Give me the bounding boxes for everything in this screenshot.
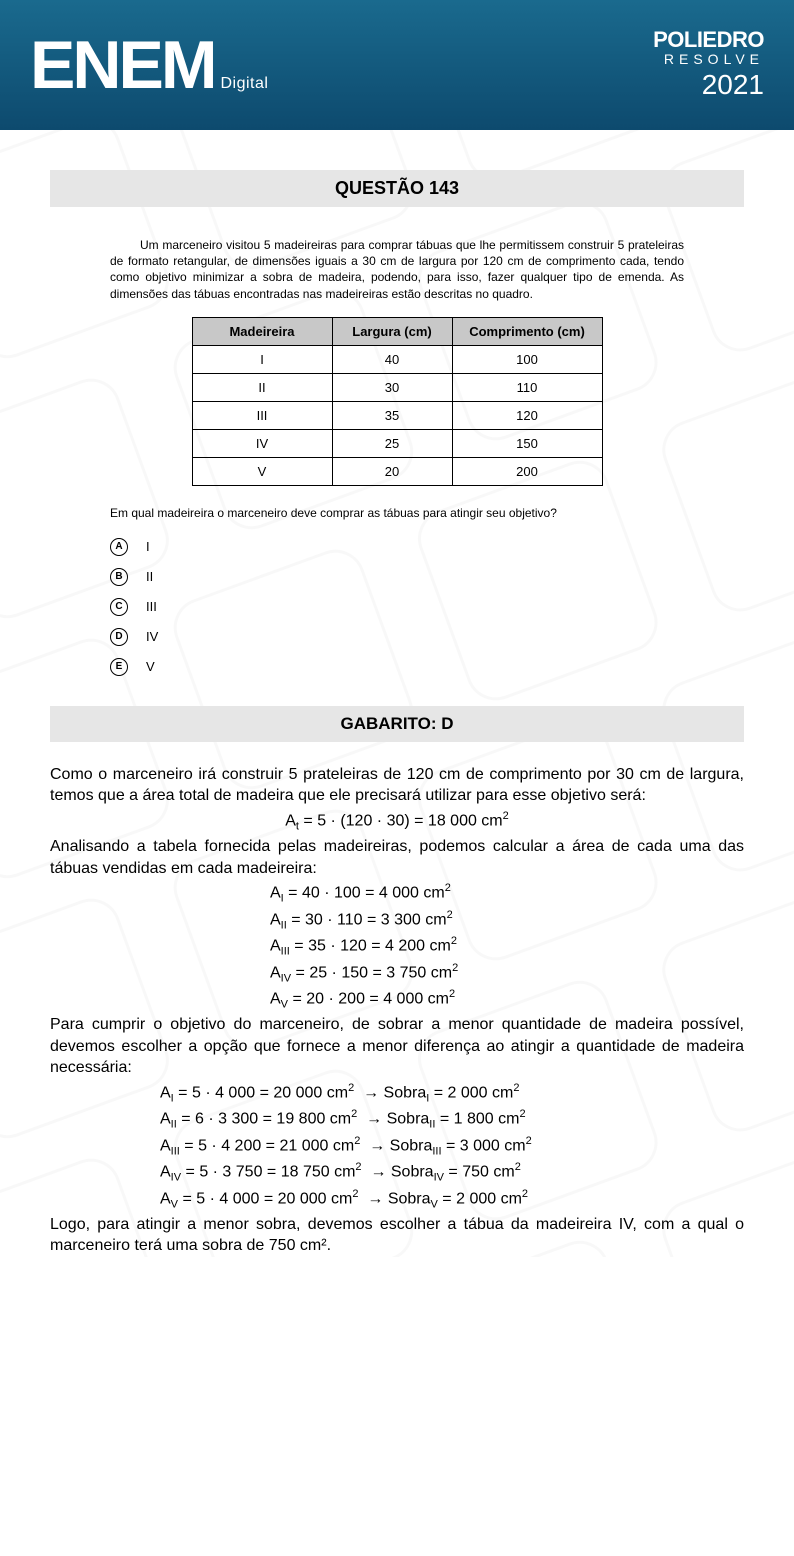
table-cell: 200 (452, 457, 602, 485)
brand-year: 2021 (653, 68, 764, 102)
table-row: IV 25 150 (192, 429, 602, 457)
solution-para: Como o marceneiro irá construir 5 pratel… (50, 764, 744, 807)
option-a: A I (110, 538, 684, 556)
table-row: V 20 200 (192, 457, 602, 485)
enem-logo: ENEM Digital (30, 31, 268, 99)
option-b: B II (110, 568, 684, 586)
table-cell: 20 (332, 457, 452, 485)
table-row: I 40 100 (192, 345, 602, 373)
option-letter-circle: B (110, 568, 128, 586)
table-cell: 100 (452, 345, 602, 373)
solution-para: Logo, para atingir a menor sobra, devemo… (50, 1214, 744, 1257)
solution-text: Como o marceneiro irá construir 5 pratel… (50, 764, 744, 1257)
brand-mid: RESOLVE (653, 51, 764, 68)
question-text-content: Um marceneiro visitou 5 madeireiras para… (110, 238, 684, 301)
equations-areas: AI = 40 · 100 = 4 000 cm2 AII = 30 · 110… (50, 881, 744, 1012)
option-letter-circle: E (110, 658, 128, 676)
question-text: Um marceneiro visitou 5 madeireiras para… (110, 237, 684, 302)
table-cell: II (192, 373, 332, 401)
option-e: E V (110, 658, 684, 676)
logo-main-text: ENEM (30, 31, 214, 99)
table-cell: III (192, 401, 332, 429)
brand-top: POLIEDRO (653, 29, 764, 51)
madeireira-table: Madeireira Largura (cm) Comprimento (cm)… (192, 317, 603, 486)
table-cell: 120 (452, 401, 602, 429)
equation-total-area: At = 5 · (120 · 30) = 18 000 cm2 (50, 809, 744, 834)
option-text: IV (146, 629, 158, 644)
option-letter-circle: A (110, 538, 128, 556)
option-text: II (146, 569, 153, 584)
table-header-cell: Comprimento (cm) (452, 317, 602, 345)
option-text: I (146, 539, 150, 554)
page-content: QUESTÃO 143 Um marceneiro visitou 5 made… (0, 170, 794, 1257)
table-header-cell: Madeireira (192, 317, 332, 345)
solution-para: Analisando a tabela fornecida pelas made… (50, 836, 744, 879)
option-text: III (146, 599, 157, 614)
option-text: V (146, 659, 155, 674)
table-cell: 25 (332, 429, 452, 457)
table-row: III 35 120 (192, 401, 602, 429)
table-cell: V (192, 457, 332, 485)
table-cell: 35 (332, 401, 452, 429)
option-c: C III (110, 598, 684, 616)
table-header-row: Madeireira Largura (cm) Comprimento (cm) (192, 317, 602, 345)
table-header-cell: Largura (cm) (332, 317, 452, 345)
table-cell: IV (192, 429, 332, 457)
option-letter-circle: C (110, 598, 128, 616)
solution-para: Para cumprir o objetivo do marceneiro, d… (50, 1014, 744, 1079)
table-cell: 30 (332, 373, 452, 401)
question-heading: QUESTÃO 143 (50, 170, 744, 207)
option-d: D IV (110, 628, 684, 646)
table-cell: I (192, 345, 332, 373)
equations-sobra: AI = 5 · 4 000 = 20 000 cm2 → SobraI = 2… (50, 1081, 744, 1212)
option-letter-circle: D (110, 628, 128, 646)
table-cell: 40 (332, 345, 452, 373)
page-header: ENEM Digital POLIEDRO RESOLVE 2021 (0, 0, 794, 130)
table-cell: 110 (452, 373, 602, 401)
sub-question: Em qual madeireira o marceneiro deve com… (110, 506, 684, 520)
table-cell: 150 (452, 429, 602, 457)
logo-suffix-text: Digital (220, 75, 268, 93)
answer-heading: GABARITO: D (50, 706, 744, 742)
options-list: A I B II C III D IV E V (110, 538, 684, 676)
poliedro-logo: POLIEDRO RESOLVE 2021 (653, 29, 764, 101)
table-row: II 30 110 (192, 373, 602, 401)
